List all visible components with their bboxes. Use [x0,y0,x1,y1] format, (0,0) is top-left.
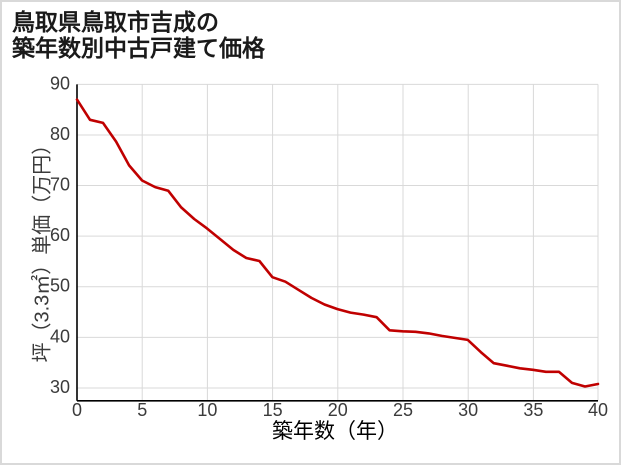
svg-text:40: 40 [588,400,608,420]
svg-text:90: 90 [50,73,70,93]
svg-text:0: 0 [72,400,82,420]
svg-text:25: 25 [393,400,413,420]
svg-text:築年数（年）: 築年数（年） [272,420,398,443]
svg-text:5: 5 [137,400,147,420]
svg-text:10: 10 [197,400,217,420]
svg-text:30: 30 [50,377,70,397]
svg-text:20: 20 [328,400,348,420]
svg-text:35: 35 [523,400,543,420]
svg-text:15: 15 [263,400,283,420]
svg-text:30: 30 [458,400,478,420]
